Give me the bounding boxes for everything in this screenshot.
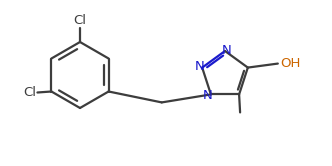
Text: Cl: Cl [73, 14, 87, 27]
Text: N: N [203, 89, 213, 102]
Text: Cl: Cl [24, 86, 37, 99]
Text: OH: OH [280, 57, 300, 70]
Text: N: N [194, 60, 204, 73]
Text: N: N [222, 43, 232, 56]
